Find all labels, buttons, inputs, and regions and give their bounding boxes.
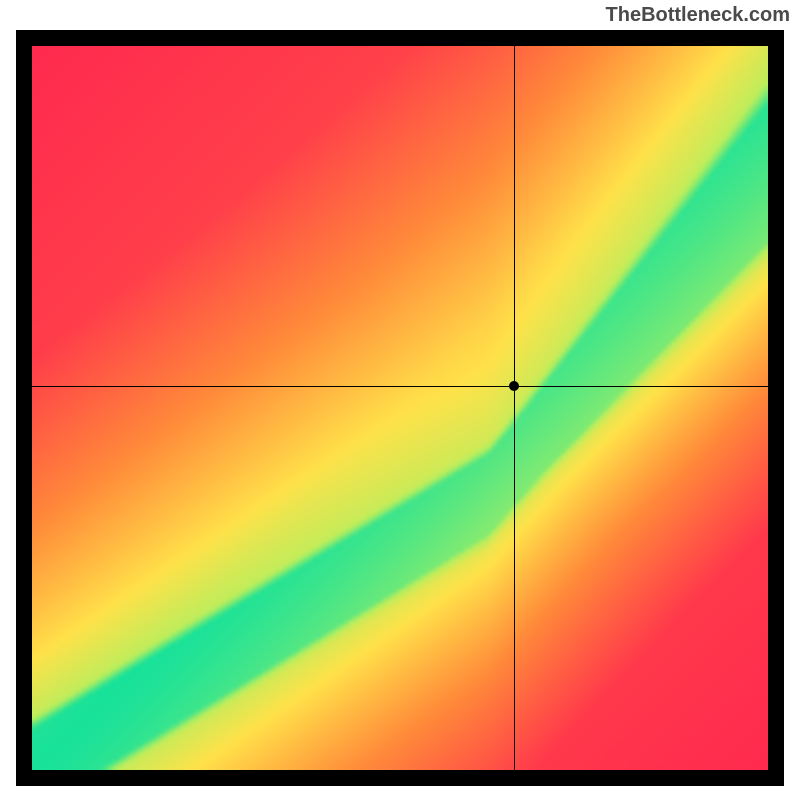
crosshair-vertical <box>514 46 515 770</box>
crosshair-horizontal <box>32 386 768 387</box>
chart-container: TheBottleneck.com <box>0 0 800 800</box>
marker-dot <box>509 381 519 391</box>
heatmap-canvas <box>32 46 768 770</box>
watermark-text: TheBottleneck.com <box>606 4 790 27</box>
